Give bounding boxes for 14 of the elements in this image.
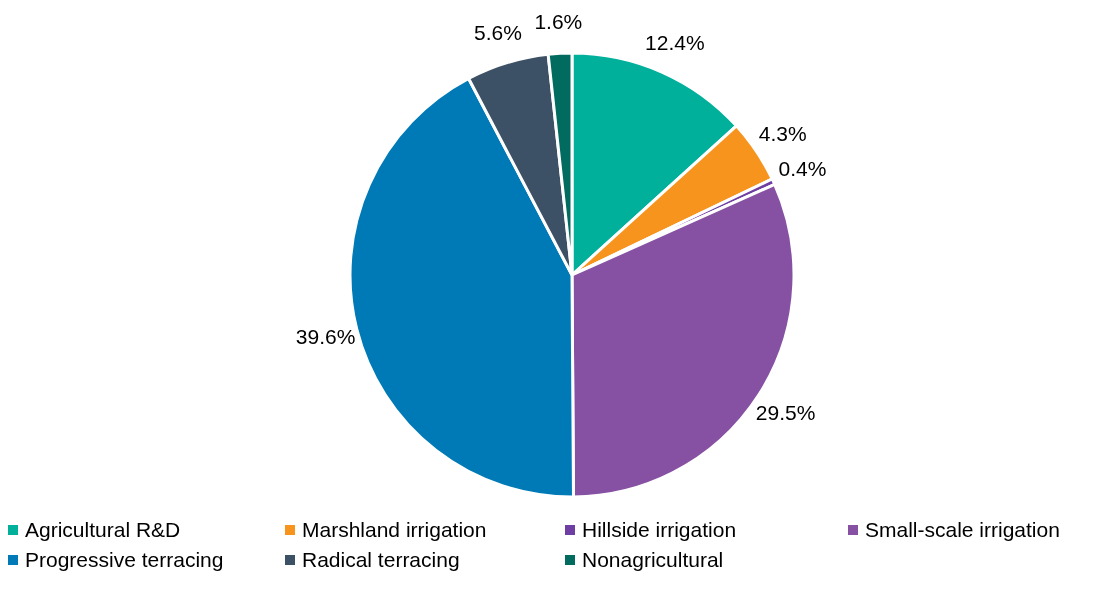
- legend-label: Progressive terracing: [25, 548, 224, 572]
- data-label: 0.4%: [778, 156, 827, 180]
- data-label: 29.5%: [755, 400, 816, 424]
- legend-label: Nonagricultural: [582, 548, 724, 572]
- data-label: 4.3%: [758, 121, 807, 145]
- data-label: 1.6%: [534, 9, 583, 33]
- legend-label: Radical terracing: [302, 548, 460, 572]
- legend-label: Agricultural R&D: [25, 518, 181, 542]
- data-label: 12.4%: [645, 31, 705, 55]
- data-label: 5.6%: [473, 20, 522, 44]
- legend-label: Small-scale irrigation: [865, 518, 1060, 542]
- legend-label: Hillside irrigation: [582, 518, 737, 542]
- data-label: 39.6%: [295, 325, 356, 349]
- legend-label: Marshland irrigation: [302, 518, 487, 542]
